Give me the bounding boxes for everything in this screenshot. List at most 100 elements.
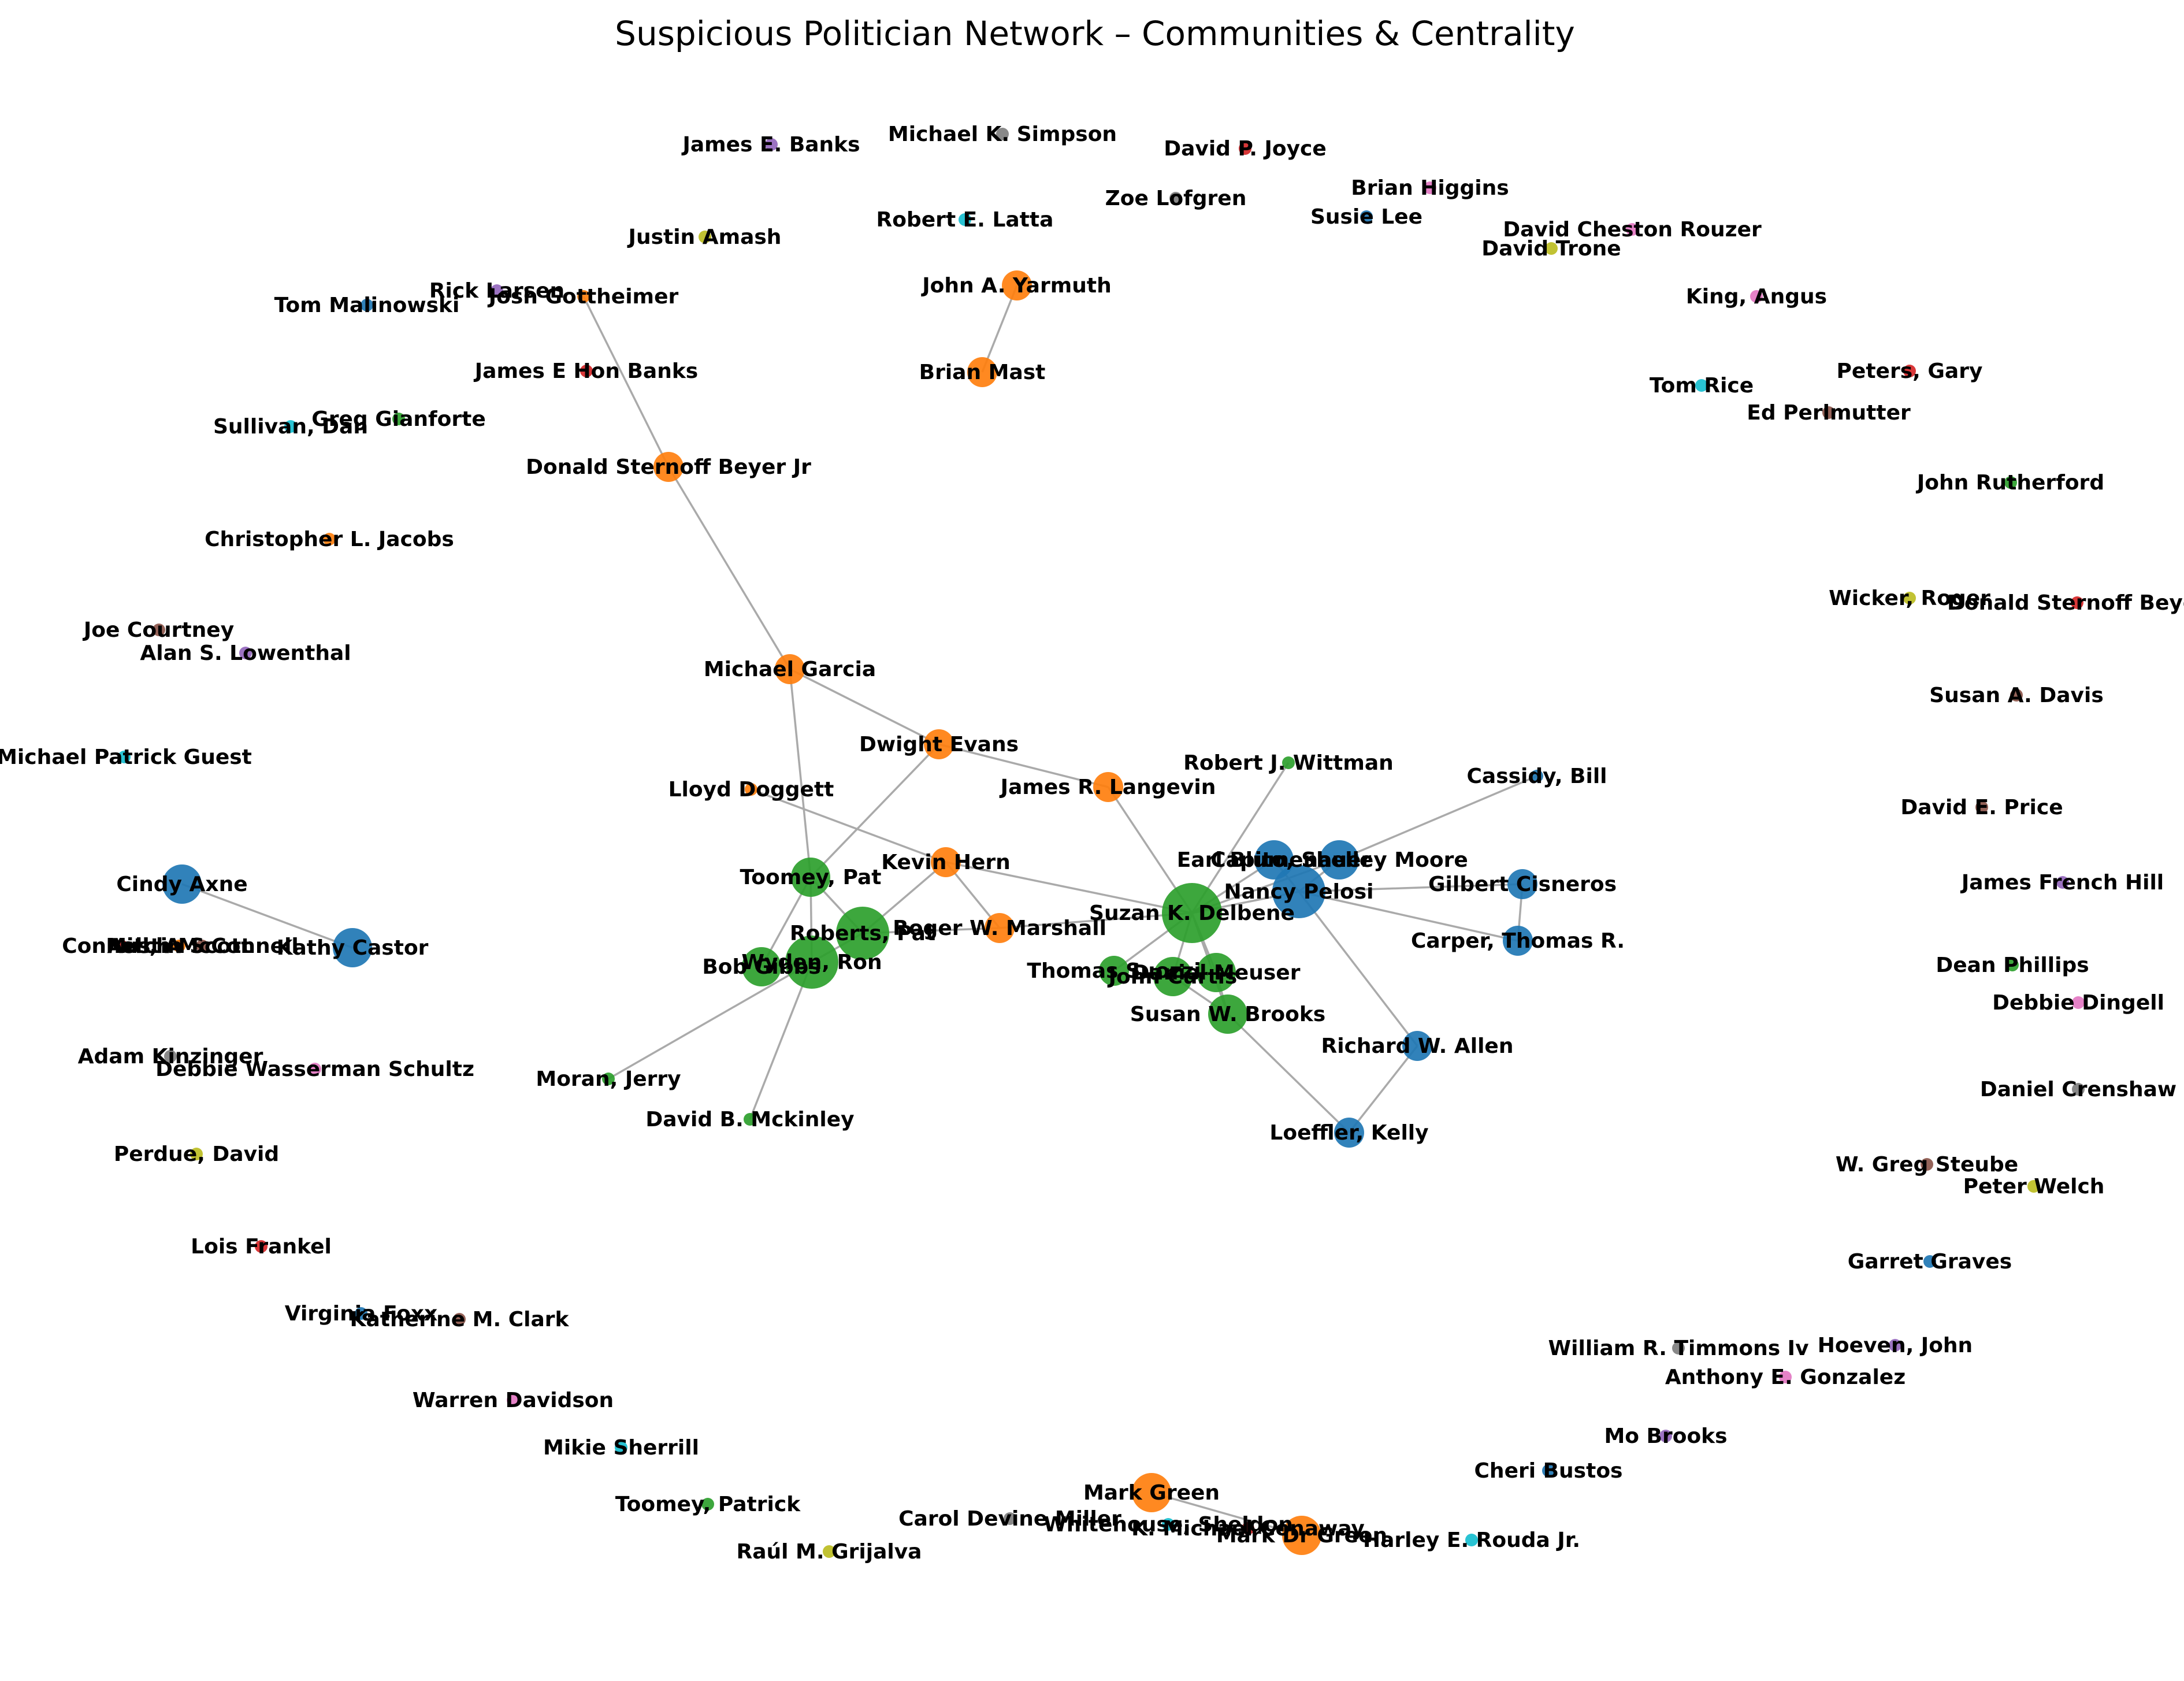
node-circle[interactable] <box>1545 242 1558 255</box>
node-circle[interactable] <box>1659 1430 1672 1442</box>
node-circle[interactable] <box>2072 1083 2085 1096</box>
node-circle[interactable] <box>1153 957 1193 996</box>
node-circle[interactable] <box>2006 959 2019 971</box>
node-circle[interactable] <box>2071 596 2083 609</box>
node-circle[interactable] <box>361 299 373 311</box>
node-circle[interactable] <box>2056 876 2069 889</box>
node-circle[interactable] <box>1672 1342 1685 1355</box>
node-circle[interactable] <box>765 138 778 151</box>
node-circle[interactable] <box>491 284 503 297</box>
node-circle[interactable] <box>2027 1180 2040 1193</box>
node-circle[interactable] <box>744 1113 756 1126</box>
node-circle[interactable] <box>453 1313 466 1326</box>
node-circle[interactable] <box>1695 379 1708 392</box>
node-circle[interactable] <box>791 858 830 897</box>
node-circle[interactable] <box>309 1063 321 1075</box>
node-circle[interactable] <box>742 947 781 986</box>
node-circle[interactable] <box>699 231 711 243</box>
node-label: Roberts, Pat <box>790 922 935 945</box>
node-circle[interactable] <box>996 128 1009 140</box>
node-circle[interactable] <box>1162 883 1222 943</box>
node-circle[interactable] <box>615 1441 627 1454</box>
node-circle[interactable] <box>1272 865 1325 918</box>
node-circle[interactable] <box>1004 1512 1016 1525</box>
node-circle[interactable] <box>1503 926 1533 956</box>
edge <box>938 743 1109 788</box>
node-circle[interactable] <box>1002 270 1032 300</box>
node-circle[interactable] <box>333 928 372 967</box>
node-circle[interactable] <box>924 729 954 759</box>
node-circle[interactable] <box>118 751 131 763</box>
node-circle[interactable] <box>2072 996 2085 1009</box>
node-circle[interactable] <box>1465 1534 1478 1546</box>
node-circle[interactable] <box>1320 840 1359 880</box>
node-circle[interactable] <box>255 1240 268 1253</box>
node-circle[interactable] <box>1360 210 1373 223</box>
node-circle[interactable] <box>1254 840 1294 880</box>
node-label: Christopher L. Jacobs <box>205 528 454 551</box>
node-circle[interactable] <box>1197 953 1236 992</box>
node-circle[interactable] <box>323 533 336 546</box>
node-circle[interactable] <box>2004 476 2017 489</box>
node-circle[interactable] <box>1282 1516 1321 1555</box>
node-circle[interactable] <box>239 647 252 659</box>
node-circle[interactable] <box>1424 181 1436 194</box>
node-circle[interactable] <box>284 420 297 433</box>
node-circle[interactable] <box>1334 1118 1364 1148</box>
node-circle[interactable] <box>1750 290 1763 303</box>
node-circle[interactable] <box>1903 592 1916 604</box>
node-circle[interactable] <box>153 624 165 636</box>
node-circle[interactable] <box>745 783 757 796</box>
node-circle[interactable] <box>931 847 961 877</box>
node-circle[interactable] <box>985 913 1015 943</box>
node-circle[interactable] <box>1162 1518 1175 1531</box>
node-circle[interactable] <box>1889 1339 1901 1352</box>
node-circle[interactable] <box>836 907 889 960</box>
node-circle[interactable] <box>1921 1158 1933 1171</box>
node-label: Wicker, Roger <box>1829 587 1990 610</box>
node-circle[interactable] <box>1099 956 1129 986</box>
node-circle[interactable] <box>355 1307 367 1320</box>
label-layer: James E. Banks Michael K. Simpson David P.… <box>0 123 2184 1564</box>
node-circle[interactable] <box>1923 1255 1936 1268</box>
node-circle[interactable] <box>392 413 405 425</box>
node-circle[interactable] <box>162 864 202 904</box>
node-circle[interactable] <box>190 1148 203 1160</box>
node-circle[interactable] <box>785 936 838 989</box>
node-circle[interactable] <box>196 940 209 952</box>
node-label: Donald Sternoff Beyer <box>1947 591 2184 615</box>
node-circle[interactable] <box>1975 801 1988 814</box>
node-circle[interactable] <box>1282 756 1295 769</box>
node-label: Earl Blumenauer <box>1177 848 1372 872</box>
node-circle[interactable] <box>775 654 805 684</box>
node-circle[interactable] <box>164 1050 177 1063</box>
node-circle[interactable] <box>507 1394 519 1407</box>
node-label: Gilbert Cisneros <box>1428 873 1617 896</box>
node-circle[interactable] <box>1402 1031 1432 1061</box>
node-circle[interactable] <box>580 365 593 377</box>
node-circle[interactable] <box>115 940 128 952</box>
node-circle[interactable] <box>602 1073 615 1085</box>
node-circle[interactable] <box>577 290 590 303</box>
node-circle[interactable] <box>2010 689 2023 702</box>
node-circle[interactable] <box>1169 192 1182 205</box>
node-circle[interactable] <box>1903 365 1916 377</box>
node-circle[interactable] <box>1242 1522 1254 1535</box>
node-circle[interactable] <box>1779 1371 1792 1383</box>
node-circle[interactable] <box>1531 770 1543 782</box>
node-circle[interactable] <box>1239 142 1251 155</box>
node-circle[interactable] <box>1208 995 1247 1034</box>
node-circle[interactable] <box>1822 406 1835 419</box>
node-circle[interactable] <box>1132 1473 1171 1512</box>
node-circle[interactable] <box>701 1498 714 1511</box>
node-circle[interactable] <box>1542 1464 1555 1477</box>
node-circle[interactable] <box>823 1545 835 1558</box>
node-circle[interactable] <box>173 940 185 952</box>
node-circle[interactable] <box>1093 772 1123 802</box>
node-circle[interactable] <box>967 357 997 387</box>
node-circle[interactable] <box>1626 223 1639 236</box>
node-label: Sullivan, Dan <box>213 415 368 439</box>
node-circle[interactable] <box>1507 869 1537 899</box>
node-circle[interactable] <box>653 452 684 482</box>
node-circle[interactable] <box>959 213 971 226</box>
